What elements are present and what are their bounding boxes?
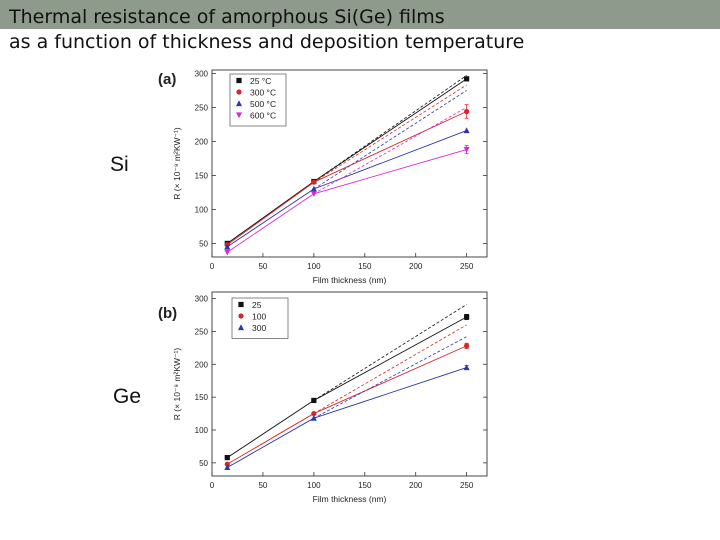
chart-a: 0 50 100 150 200 250 50 100 150 200 250 300 Film thi… bbox=[158, 69, 488, 285]
chart-b-y-axis-label: R (× 10⁻⁹ m²KW⁻¹) bbox=[172, 348, 182, 421]
chart-b: 0 50 100 150 200 250 50 100 150 200 250 300 Film thi… bbox=[158, 291, 488, 504]
chart-a-series-3-point bbox=[310, 185, 317, 192]
chart-b-y-tick-label: 150 bbox=[195, 393, 209, 402]
chart-b-y-tick-label: 300 bbox=[195, 295, 209, 304]
chart-a-series-1-line bbox=[313, 78, 467, 182]
chart-a-x-tick-label: 50 bbox=[258, 262, 267, 271]
chart-a-y-tick-label: 250 bbox=[195, 103, 209, 112]
chart-a-x-tick-label: 0 bbox=[210, 262, 215, 271]
chart-a-y-tick-label: 50 bbox=[199, 239, 208, 248]
chart-b-series-3-extrapolation bbox=[313, 336, 467, 419]
chart-a-legend-marker bbox=[236, 89, 242, 95]
chart-a-series-1-extrapolation bbox=[313, 75, 467, 182]
si-label: Si bbox=[110, 153, 129, 176]
chart-b-legend-label: 300 bbox=[252, 323, 266, 333]
chart-b-series-2-point bbox=[224, 461, 230, 467]
chart-b-series-1-fit-line bbox=[227, 400, 315, 458]
chart-a-y-tick-label: 300 bbox=[195, 69, 209, 78]
chart-a-series-2-fit-line bbox=[227, 181, 315, 246]
chart-b-series-3-point bbox=[224, 464, 231, 471]
chart-b-y-tick-label: 250 bbox=[195, 327, 209, 336]
chart-b-series-1-point bbox=[224, 455, 230, 461]
chart-a-series-4-line bbox=[313, 149, 467, 195]
chart-b-panel-label: (b) bbox=[158, 305, 177, 322]
chart-b-series-1-point bbox=[464, 314, 470, 320]
chart-a-legend-marker bbox=[236, 100, 242, 107]
chart-a-legend-label: 25 °C bbox=[250, 76, 271, 86]
chart-a-panel-label: (a) bbox=[158, 71, 176, 88]
chart-b-x-axis-label: Film thickness (nm) bbox=[313, 494, 387, 504]
chart-b-legend-marker bbox=[238, 324, 244, 331]
chart-b-y-tick-label: 100 bbox=[195, 426, 209, 435]
chart-a-series-1-fit-line bbox=[227, 181, 315, 244]
chart-b-series-3-line bbox=[313, 367, 467, 419]
chart-b-x-tick-label: 200 bbox=[409, 481, 423, 490]
chart-b-legend-label: 100 bbox=[252, 312, 266, 322]
chart-a-y-axis-label: R (× 10⁻⁹ m²KW⁻¹) bbox=[172, 127, 182, 200]
chart-a-series-2-extrapolation bbox=[313, 84, 467, 183]
chart-a-series-4-point bbox=[463, 146, 470, 153]
chart-a-series-3-fit-line bbox=[227, 188, 315, 248]
chart-a-x-tick-label: 200 bbox=[409, 262, 423, 271]
chart-a-series-1-point bbox=[464, 76, 470, 82]
chart-a-x-tick-label: 150 bbox=[358, 262, 372, 271]
chart-a-y-tick-label: 150 bbox=[195, 171, 209, 180]
chart-b-series-1-point bbox=[311, 397, 317, 404]
chart-a-series-2-point bbox=[311, 179, 317, 185]
chart-b-x-tick-label: 0 bbox=[210, 481, 215, 490]
chart-a-legend-marker bbox=[236, 77, 242, 84]
chart-b-series-1-extrapolation bbox=[313, 304, 467, 401]
chart-b-x-tick-label: 100 bbox=[307, 481, 321, 490]
ge-label: Ge bbox=[113, 385, 142, 408]
chart-b-x-tick-label: 250 bbox=[460, 481, 474, 490]
chart-a-x-axis-label: Film thickness (nm) bbox=[313, 275, 387, 285]
chart-b-legend-marker bbox=[238, 313, 244, 319]
chart-a-legend-label: 600 °C bbox=[250, 111, 276, 121]
chart-a-series-4-point bbox=[224, 249, 231, 256]
chart-a-y-tick-label: 200 bbox=[195, 137, 209, 146]
chart-a-y-tick-label: 100 bbox=[195, 205, 209, 214]
chart-a-series-2-point bbox=[464, 108, 470, 115]
chart-b-frame bbox=[211, 291, 488, 477]
chart-b-series-2-fit-line bbox=[227, 413, 315, 465]
chart-a-legend-marker bbox=[236, 112, 242, 119]
chart-b-y-tick-label: 200 bbox=[195, 360, 209, 369]
chart-a-series-4-extrapolation bbox=[313, 107, 467, 195]
chart-a-series-3-point bbox=[463, 127, 470, 134]
chart-b-series-2-point bbox=[311, 410, 317, 417]
chart-a-series-2-line bbox=[313, 111, 467, 183]
slide-title-line-1: Thermal resistance of amorphous Si(Ge) f… bbox=[9, 6, 445, 28]
chart-b-series-2-line bbox=[313, 345, 467, 414]
chart-b-y-tick-label: 50 bbox=[199, 459, 208, 468]
chart-b-series-2-point bbox=[464, 343, 470, 349]
chart-a-x-tick-label: 100 bbox=[307, 262, 321, 271]
chart-a-legend-label: 300 °C bbox=[250, 88, 276, 98]
chart-a-series-3-extrapolation bbox=[313, 90, 467, 190]
chart-a-series-4-fit-line bbox=[227, 193, 315, 253]
chart-b-series-3-fit-line bbox=[227, 417, 315, 468]
chart-b-series-3-point bbox=[310, 414, 317, 421]
chart-b-series-3-point bbox=[463, 364, 470, 371]
chart-b-series-2-extrapolation bbox=[313, 324, 467, 414]
chart-a-series-3-point bbox=[224, 243, 231, 250]
chart-a-series-3-line bbox=[313, 130, 467, 190]
chart-b-x-tick-label: 150 bbox=[358, 481, 372, 490]
chart-b-legend-marker bbox=[238, 301, 244, 308]
chart-a-legend-label: 500 °C bbox=[250, 99, 276, 109]
title-bar bbox=[0, 0, 720, 29]
chart-a-frame bbox=[211, 69, 488, 258]
chart-a-x-tick-label: 250 bbox=[460, 262, 474, 271]
chart-b-legend-label: 25 bbox=[252, 300, 262, 310]
chart-b-series-1-line bbox=[313, 316, 467, 401]
chart-a-series-4-point bbox=[310, 191, 317, 197]
slide-title-line-2: as a function of thickness and depositio… bbox=[9, 31, 525, 53]
chart-b-x-tick-label: 50 bbox=[258, 481, 267, 490]
